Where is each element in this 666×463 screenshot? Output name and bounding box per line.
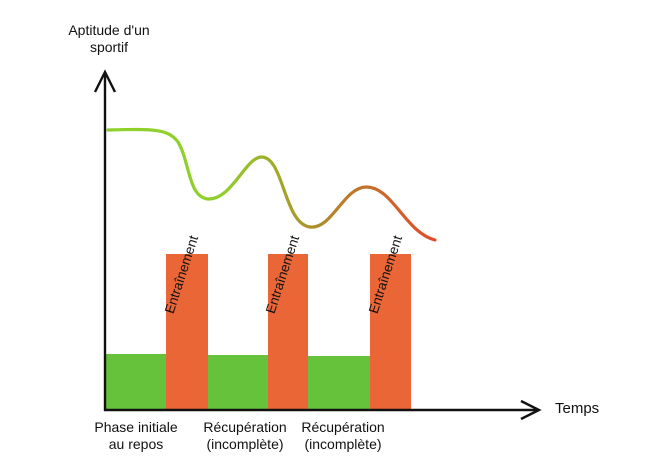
phase-label-line1: Phase initiale bbox=[94, 419, 178, 435]
phase-label-line2: (incomplète) bbox=[304, 436, 382, 452]
y-axis-title-line2: sportif bbox=[89, 39, 129, 55]
aptitude-curve bbox=[106, 127, 437, 242]
phase-block-recovery-1 bbox=[208, 355, 268, 410]
phase-block-recovery-2 bbox=[308, 356, 370, 410]
phase-label-rest: Phase initiale au repos bbox=[81, 419, 191, 453]
phase-label-line2: (incomplète) bbox=[206, 436, 284, 452]
phase-label-recovery-2: Récupération (incomplète) bbox=[288, 419, 398, 453]
phase-label-line1: Récupération bbox=[301, 419, 385, 435]
phase-label-line2: au repos bbox=[108, 436, 164, 452]
training-bar-3 bbox=[370, 254, 411, 410]
y-axis-arrow bbox=[93, 69, 117, 93]
phase-label-recovery-1: Récupération (incomplète) bbox=[190, 419, 300, 453]
y-axis-title: Aptitude d'un sportif bbox=[50, 22, 168, 56]
x-axis-arrow bbox=[520, 399, 542, 421]
training-bar-2 bbox=[268, 254, 308, 410]
x-axis-title: Temps bbox=[555, 400, 600, 417]
training-bar-1 bbox=[166, 254, 208, 410]
phase-block-rest bbox=[105, 354, 167, 410]
y-axis-title-line1: Aptitude d'un bbox=[68, 22, 150, 38]
phase-label-line1: Récupération bbox=[203, 419, 287, 435]
